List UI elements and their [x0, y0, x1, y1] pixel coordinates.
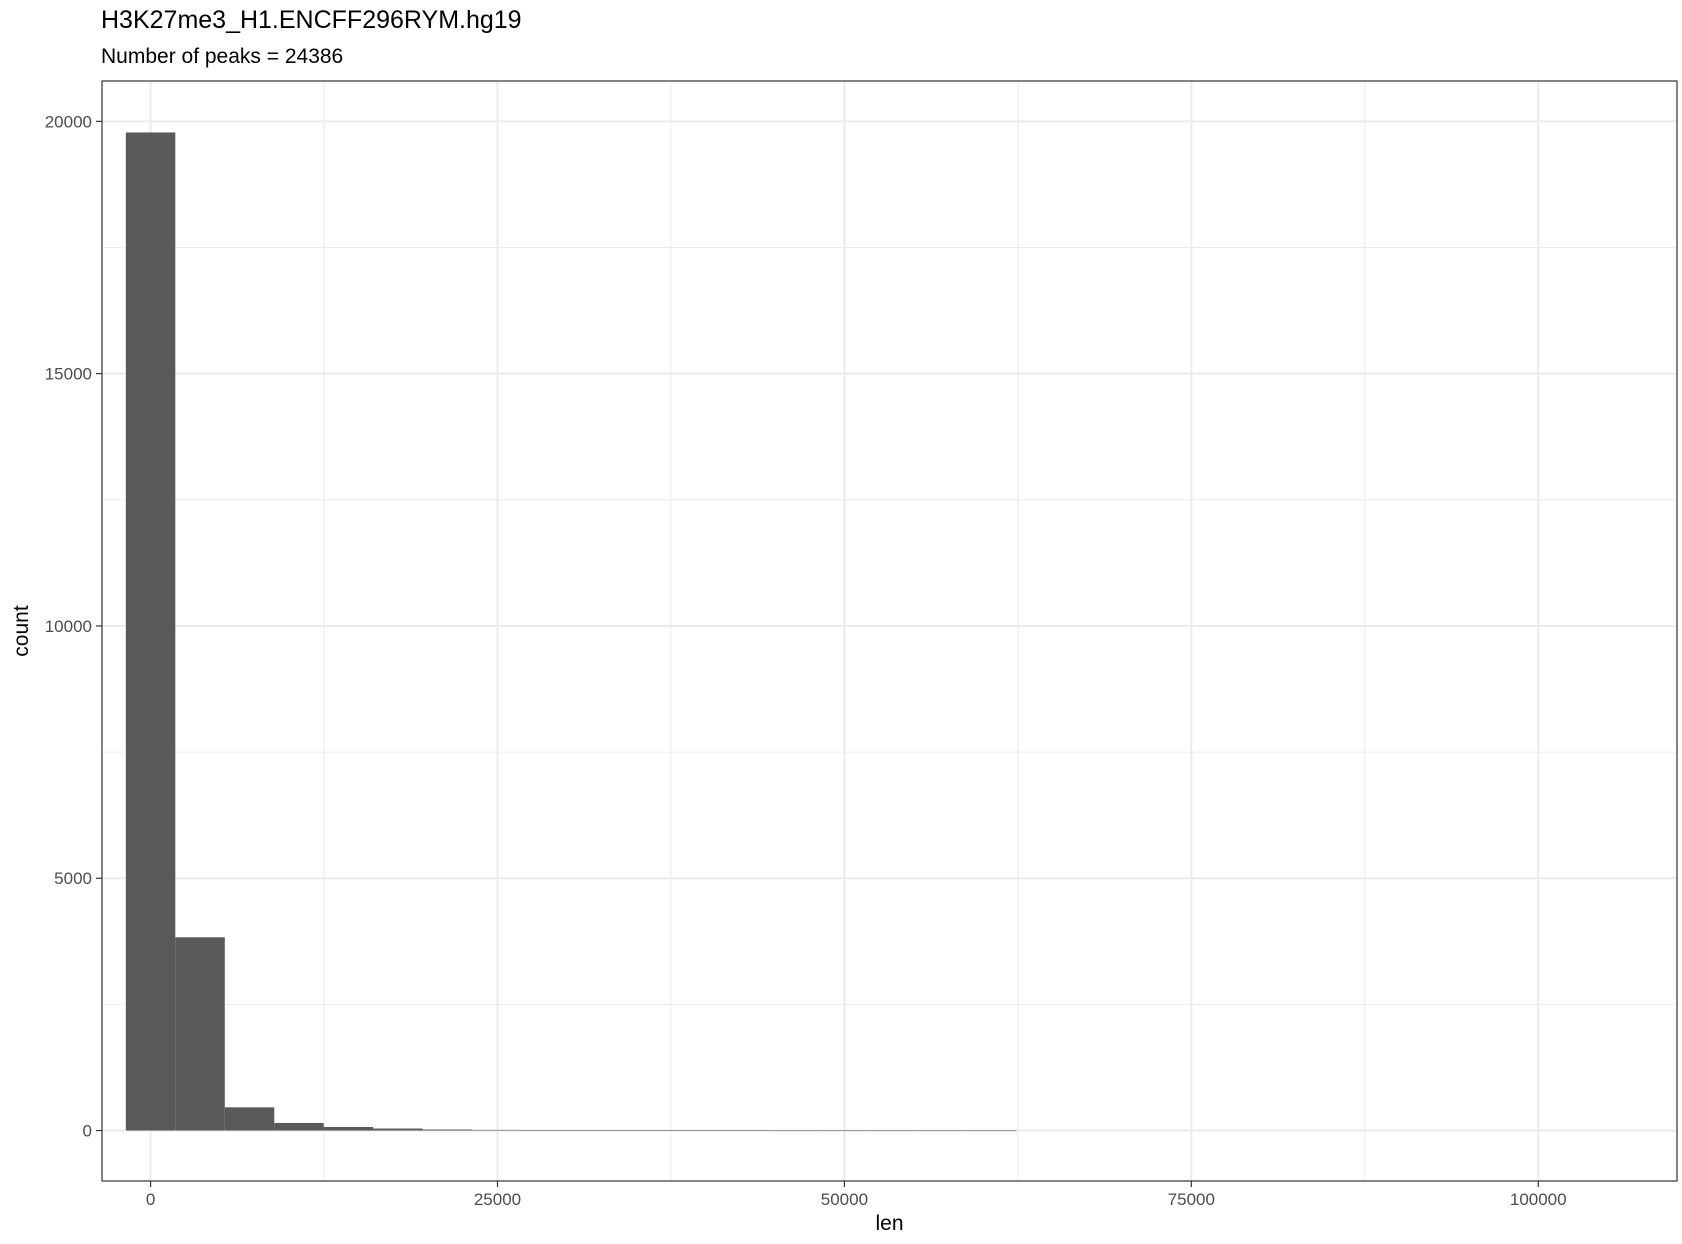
histogram-bar [917, 1130, 967, 1132]
histogram-bar [867, 1130, 918, 1132]
x-tick-label: 75000 [1168, 1190, 1215, 1209]
x-axis-ticks: 0 25000 50000 75000 100000 [146, 1181, 1567, 1209]
chart-title: H3K27me3_H1.ENCFF296RYM.hg19 [101, 6, 522, 34]
chart-subtitle: Number of peaks = 24386 [101, 45, 344, 68]
y-axis-ticks: 0 5000 10000 15000 20000 [45, 112, 102, 1141]
y-tick-label: 5000 [54, 869, 92, 888]
x-tick-label: 25000 [474, 1190, 521, 1209]
panel-border [101, 80, 1678, 1182]
histogram-bar [125, 132, 176, 1131]
histogram-bar [966, 1130, 1017, 1132]
histogram-bar [373, 1128, 423, 1131]
histogram-bar [274, 1122, 324, 1131]
histogram-bar [571, 1130, 621, 1131]
histogram-bar [670, 1130, 720, 1132]
histogram-bar [175, 937, 225, 1131]
histogram-bar [323, 1127, 374, 1131]
x-tick-label: 100000 [1510, 1190, 1567, 1209]
x-axis-title: len [875, 1212, 903, 1235]
histogram-bar [768, 1130, 819, 1132]
y-tick-label: 15000 [45, 365, 92, 384]
histogram-bars [125, 132, 1017, 1132]
histogram-bar [422, 1129, 473, 1131]
y-tick-label: 10000 [45, 617, 92, 636]
x-tick-label: 50000 [821, 1190, 868, 1209]
y-axis-title: count [10, 605, 33, 657]
histogram-bar [224, 1107, 275, 1131]
y-tick-label: 20000 [45, 112, 92, 131]
y-tick-label: 0 [83, 1122, 92, 1141]
grid-minor [102, 81, 1677, 1181]
histogram-bar [472, 1129, 522, 1131]
histogram-bar [620, 1130, 671, 1131]
histogram-bar [818, 1130, 868, 1132]
x-tick-label: 0 [146, 1190, 155, 1209]
histogram-bar [719, 1130, 769, 1132]
grid-major [102, 81, 1677, 1181]
histogram-bar [521, 1130, 572, 1131]
